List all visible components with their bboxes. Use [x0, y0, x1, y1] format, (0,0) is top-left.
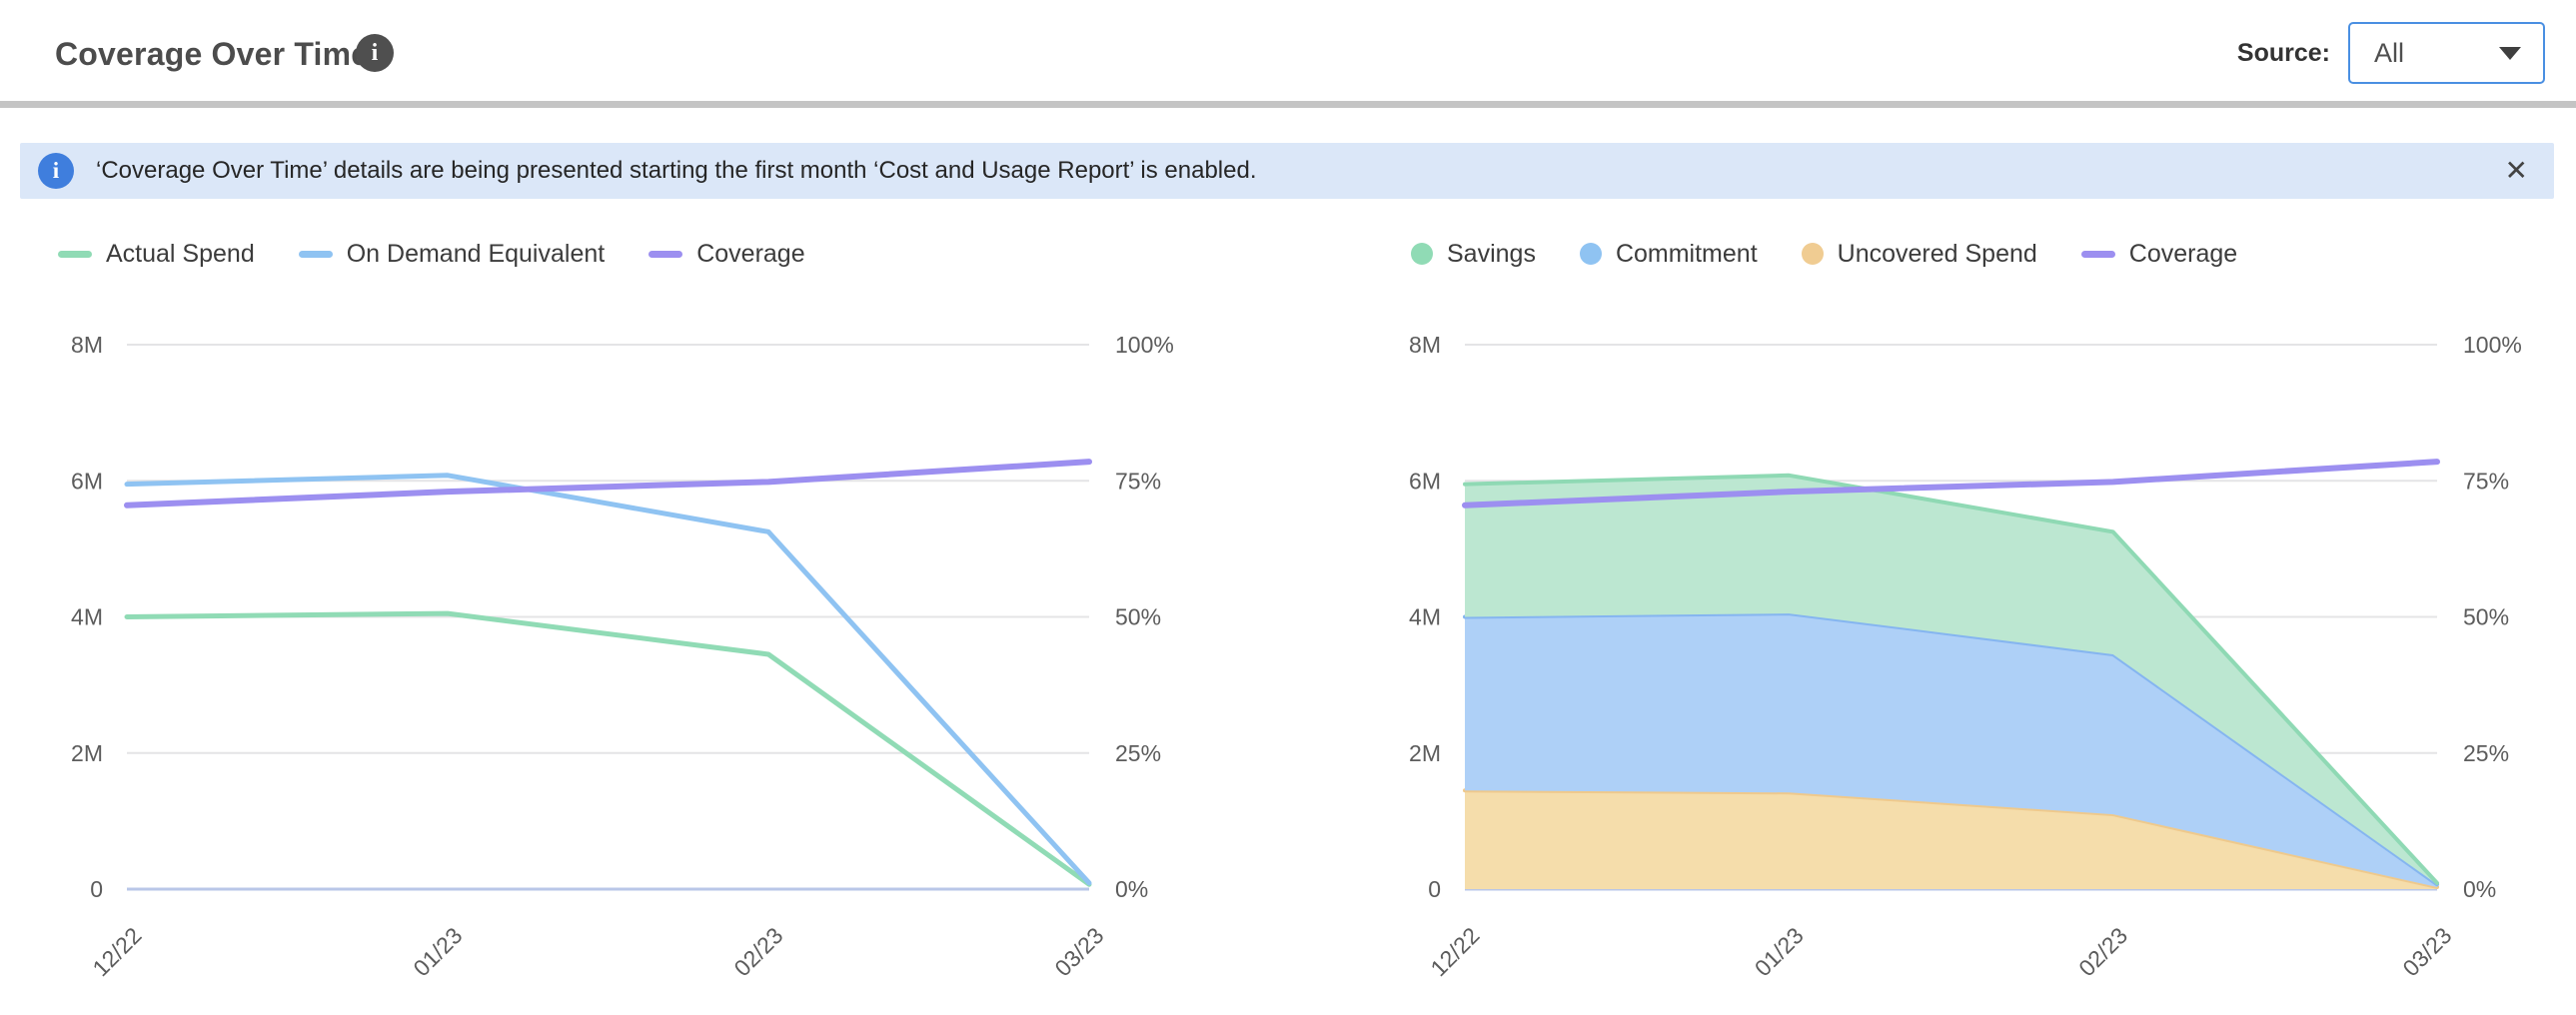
commitment-legend-marker-icon [1579, 243, 1602, 265]
y-left-tick-label: 0 [90, 876, 103, 902]
x-tick-label: 02/23 [728, 922, 787, 981]
legend-label: Coverage [2128, 239, 2238, 268]
y-left-tick-label: 8M [1409, 332, 1441, 358]
x-tick-label: 12/22 [1425, 922, 1484, 981]
actual-spend-legend-marker-icon [58, 250, 92, 258]
area-uncovered-spend [1465, 790, 2437, 889]
banner-text: ‘Coverage Over Time’ details are being p… [96, 157, 1257, 184]
legend-item-coverage[interactable]: Coverage [648, 239, 805, 269]
legend-label: Savings [1447, 239, 1536, 268]
spend-lines-chart[interactable]: 0 0% 2M 25% 4M 50% 6M 75% 8M 100% 12/22 01/23 02/23 0… [40, 318, 1289, 1007]
y-right-tick-label: 75% [2463, 468, 2509, 494]
source-dropdown[interactable]: All [2348, 22, 2545, 84]
y-left-tick-label: 4M [71, 604, 103, 630]
coverage-stacked-area-chart[interactable]: 0 0% 2M 25% 4M 50% 6M 75% 8M 100% 12/22 01/23 02/23 0… [1354, 318, 2576, 1007]
legend-label: Commitment [1615, 239, 1758, 268]
chevron-down-icon [2499, 46, 2521, 60]
legend-item-uncovered-spend[interactable]: Uncovered Spend [1801, 239, 2037, 269]
y-right-tick-label: 0% [2463, 876, 2496, 902]
y-right-tick-label: 25% [2463, 740, 2509, 766]
uncovered-spend-legend-marker-icon [1801, 243, 1824, 265]
x-tick-label: 01/23 [408, 922, 467, 981]
y-right-tick-label: 50% [1115, 604, 1161, 630]
title-info-icon[interactable]: i [356, 34, 394, 72]
page-title: Coverage Over Time [55, 36, 370, 72]
legend-item-on-demand-equivalent[interactable]: On Demand Equivalent [298, 239, 606, 269]
coverage-legend-marker-icon [648, 250, 683, 258]
x-tick-label: 03/23 [2397, 922, 2456, 981]
on-demand-equivalent-legend-marker-icon [298, 250, 333, 258]
right-chart-legend: Savings Commitment Uncovered Spend Coverage [1411, 236, 2237, 272]
legend-item-actual-spend[interactable]: Actual Spend [58, 240, 255, 269]
series-line-coverage [124, 459, 1092, 508]
series-line-coverage [1462, 459, 2440, 508]
y-left-tick-label: 6M [71, 468, 103, 494]
y-left-tick-label: 0 [1428, 876, 1441, 902]
y-left-tick-label: 4M [1409, 604, 1441, 630]
y-right-tick-label: 0% [1115, 876, 1148, 902]
legend-label: Uncovered Spend [1837, 239, 2037, 268]
legend-item-savings[interactable]: Savings [1411, 240, 1536, 269]
y-right-tick-label: 50% [2463, 604, 2509, 630]
legend-label: On Demand Equivalent [346, 239, 606, 268]
area-edge-commitment [1463, 611, 2439, 887]
area-commitment [1465, 613, 2437, 887]
header-separator [0, 101, 2576, 108]
banner-close-icon[interactable]: ✕ [2504, 155, 2528, 186]
coverage-legend-marker-icon [2080, 250, 2115, 258]
x-tick-label: 03/23 [1049, 922, 1108, 981]
info-glyph: i [52, 158, 60, 183]
series-line-on-demand-equivalent [124, 473, 1092, 886]
info-banner: i ‘Coverage Over Time’ details are being… [20, 143, 2554, 199]
y-right-tick-label: 100% [2463, 332, 2522, 358]
x-tick-label: 01/23 [1750, 922, 1809, 981]
legend-item-coverage[interactable]: Coverage [2080, 239, 2238, 269]
source-dropdown-value: All [2374, 37, 2405, 68]
source-control: Source: All [2237, 22, 2545, 84]
series-line-actual-spend [124, 610, 1092, 887]
y-left-tick-label: 2M [1409, 740, 1441, 766]
y-left-tick-label: 6M [1409, 468, 1441, 494]
y-right-tick-label: 100% [1115, 332, 1174, 358]
y-right-tick-label: 75% [1115, 468, 1161, 494]
legend-label: Coverage [696, 239, 805, 268]
x-tick-label: 12/22 [87, 922, 146, 981]
area-edge-savings [1463, 473, 2439, 885]
legend-item-commitment[interactable]: Commitment [1579, 239, 1758, 269]
source-label: Source: [2236, 38, 2330, 67]
y-left-tick-label: 2M [71, 740, 103, 766]
legend-label: Actual Spend [106, 239, 255, 268]
area-savings [1465, 475, 2437, 885]
y-right-tick-label: 25% [1115, 740, 1161, 766]
y-left-tick-label: 8M [71, 332, 103, 358]
savings-legend-marker-icon [1411, 243, 1433, 265]
x-tick-label: 02/23 [2073, 922, 2132, 981]
left-chart-legend: Actual Spend On Demand Equivalent Coverage [58, 236, 805, 272]
banner-info-icon: i [38, 153, 74, 189]
info-glyph: i [371, 39, 379, 66]
